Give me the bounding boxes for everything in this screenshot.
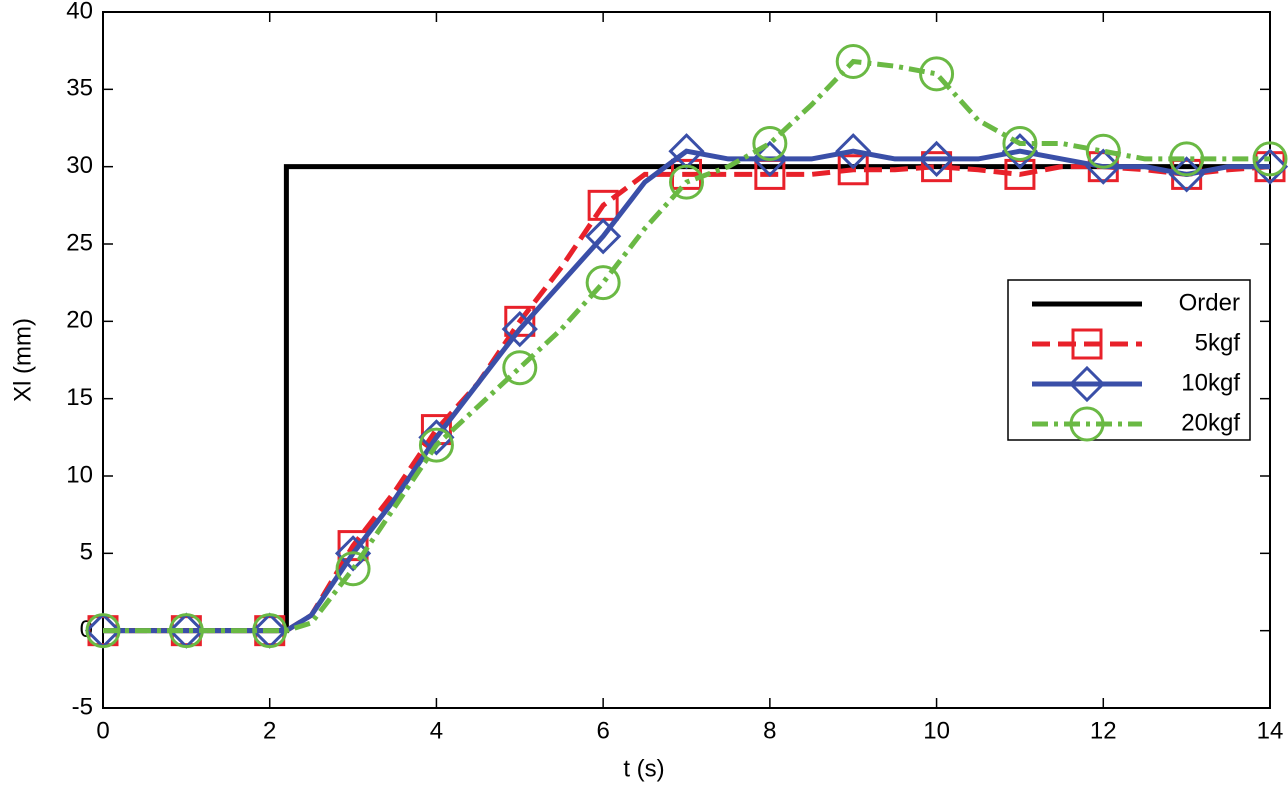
marker [334,535,372,572]
legend-marker [1071,328,1103,360]
marker [835,133,872,170]
x-tick-label: 10 [923,717,950,744]
x-tick-label: 12 [1090,717,1117,744]
y-axis-label: Xl (mm) [9,318,36,402]
x-tick-label: 0 [96,717,109,744]
x-tick-label: 6 [596,717,609,744]
marker [669,164,704,200]
y-tick-label: -5 [72,693,93,720]
marker [85,613,121,649]
legend-label: 5kgf [1195,329,1241,356]
x-tick-label: 4 [430,717,443,744]
marker [337,530,369,562]
marker [1001,133,1039,170]
y-tick-label: 5 [80,539,93,566]
marker [504,305,536,337]
series-line [103,58,1270,634]
legend-marker [1068,365,1106,403]
marker [585,265,621,301]
x-tick-label: 14 [1257,717,1284,744]
legend-label: 10kgf [1181,369,1240,396]
marker [921,151,953,183]
y-tick-label: 25 [66,229,93,256]
x-tick-label: 2 [263,717,276,744]
legend-box [1007,279,1251,441]
marker [918,140,955,178]
marker [919,56,955,92]
marker [835,43,871,79]
marker [1252,141,1288,177]
marker [335,551,371,587]
legend-label: 20kgf [1181,409,1240,436]
plot-frame [102,11,1271,709]
marker [501,310,538,348]
x-tick-label: 8 [763,717,776,744]
x-axis-label: t (s) [623,755,664,782]
marker [1169,141,1205,177]
y-tick-label: 20 [66,307,93,334]
marker [752,125,788,161]
marker [1085,133,1121,169]
y-tick-label: 15 [66,384,93,411]
y-tick-label: 35 [66,75,93,102]
marker [1251,148,1288,185]
legend-marker [1069,406,1105,442]
series-line [103,164,1271,634]
y-tick-label: 40 [66,0,93,24]
marker [585,218,622,255]
marker [418,427,454,463]
marker [168,613,204,649]
marker [1002,125,1038,161]
y-tick-label: 10 [66,461,93,488]
marker [252,613,288,649]
legend-label: Order [1179,289,1240,316]
marker [837,154,869,186]
y-tick-label: 30 [66,152,93,179]
marker [502,350,538,386]
